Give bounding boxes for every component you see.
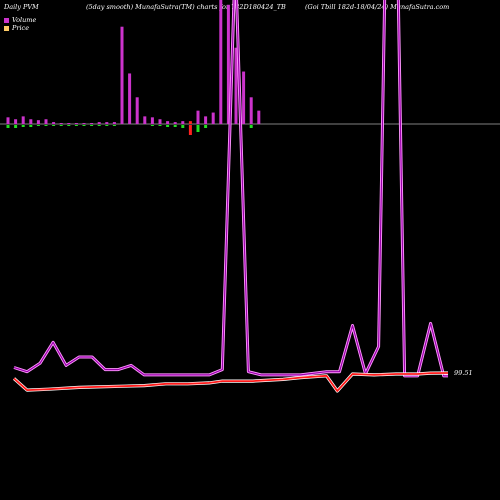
volume-bar-down (181, 125, 185, 128)
volume-bar (44, 119, 48, 124)
volume-bar (74, 123, 78, 124)
volume-bar-down (204, 125, 208, 128)
price-line (13, 372, 449, 392)
chart-header-left: Daily PVM (4, 3, 39, 11)
volume-bar-down (158, 125, 162, 126)
volume-bar (196, 110, 200, 124)
volume-line-outer (13, 0, 448, 378)
volume-bar (59, 123, 63, 124)
volume-bar (36, 120, 40, 124)
volume-bar-down (52, 125, 56, 126)
volume-bar (143, 116, 147, 124)
volume-bar (21, 116, 25, 124)
volume-bar (188, 121, 192, 124)
volume-bar (242, 71, 246, 124)
legend: Volume Price (4, 16, 36, 32)
volume-bar (29, 119, 33, 124)
volume-bar (128, 73, 132, 124)
volume-bar-down (59, 125, 63, 126)
volume-bar (105, 122, 109, 124)
volume-bar-down (249, 125, 253, 128)
chart-header-right: (Goi Tbill 182d-18/04/24) MunafaSutra.co… (305, 3, 450, 11)
volume-bar (211, 112, 215, 124)
volume-bar (120, 26, 124, 124)
volume-bar-down (44, 125, 48, 126)
price-value-label: 99.51 (454, 369, 473, 377)
legend-entry-volume: Volume (4, 16, 36, 24)
volume-bar-down (6, 125, 10, 128)
volume-bar (67, 123, 71, 124)
volume-bar (97, 122, 101, 124)
volume-bar (150, 117, 154, 124)
volume-bar-down (150, 125, 154, 126)
volume-bar (6, 117, 10, 124)
volume-bar (158, 119, 162, 124)
volume-bar (166, 121, 170, 124)
legend-swatch-volume (4, 17, 9, 23)
volume-bar-down (67, 125, 71, 126)
volume-bar (112, 122, 116, 124)
volume-bar-down (112, 125, 116, 126)
volume-bar (173, 122, 177, 124)
volume-bar-down (74, 125, 78, 126)
volume-bar (226, 4, 230, 124)
volume-bar-down (21, 125, 25, 127)
volume-bar-down (105, 125, 109, 126)
volume-bar (14, 119, 18, 124)
volume-bar (257, 110, 261, 124)
volume-bar (135, 97, 139, 124)
volume-bar (234, 47, 238, 124)
legend-label-volume: Volume (12, 16, 37, 24)
legend-entry-price: Price (4, 24, 36, 32)
volume-bar-down (29, 125, 33, 127)
chart-header-middle: (5day smooth) MunafaSutra(TM) charts for… (86, 3, 286, 11)
volume-bar (249, 97, 253, 124)
volume-bar (204, 116, 208, 124)
volume-line (13, 0, 448, 377)
volume-bar-down (36, 125, 40, 126)
volume-bar-down (166, 125, 170, 127)
volume-bar-down (90, 125, 94, 126)
volume-bar-down (14, 125, 18, 128)
volume-bar (90, 123, 94, 124)
volume-bar (52, 122, 56, 124)
volume-bar-down (196, 125, 200, 132)
volume-bar-down (188, 125, 192, 135)
legend-label-price: Price (12, 24, 30, 32)
volume-bar (181, 121, 185, 124)
legend-swatch-price (4, 25, 9, 31)
volume-bar-down (82, 125, 86, 126)
volume-bar-down (173, 125, 177, 127)
volume-bar (219, 0, 223, 124)
volume-bar-down (97, 125, 101, 126)
volume-bar (82, 123, 86, 124)
